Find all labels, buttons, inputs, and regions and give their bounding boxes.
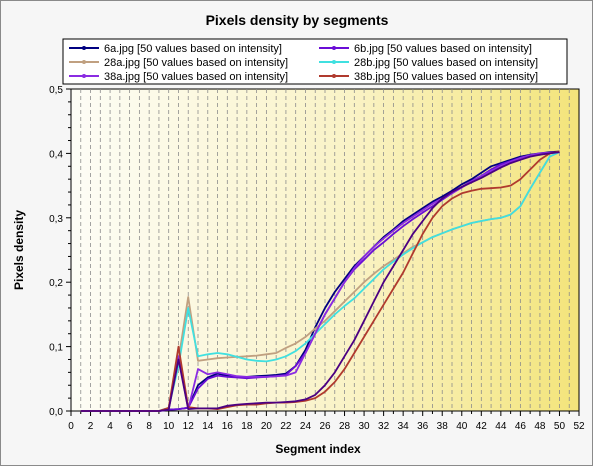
y-tick-label: 0,0 [49,407,63,418]
x-tick-label: 36 [417,421,429,432]
x-tick-label: 48 [534,421,546,432]
x-tick-label: 2 [88,421,94,432]
x-tick-label: 22 [280,421,292,432]
y-tick-label: 0,3 [49,214,63,225]
series-line-6 [80,151,560,412]
x-tick-label: 24 [300,421,312,432]
x-tick-label: 52 [573,421,585,432]
y-tick-label: 0,1 [49,343,63,354]
legend-label: 38b.jpg [50 values based on intensity] [354,71,538,83]
x-tick-label: 8 [146,421,152,432]
x-tick-label: 30 [359,421,371,432]
x-tick-label: 40 [456,421,468,432]
x-tick-label: 0 [68,421,74,432]
y-axis-label: Pixels density [12,210,26,290]
x-tick-label: 46 [515,421,527,432]
x-tick-label: 12 [183,421,195,432]
legend-label: 6a.jpg [50 values based on intensity] [104,43,282,55]
legend-box [62,38,568,85]
x-axis-label: Segment index [275,442,361,456]
x-tick-label: 16 [222,421,234,432]
legend: 6a.jpg [50 values based on intensity] 6b.… [62,38,568,85]
x-tick-label: 26 [319,421,331,432]
x-tick-label: 34 [398,421,410,432]
x-tick-label: 20 [261,421,273,432]
x-tick-label: 18 [241,421,253,432]
legend-marker [332,60,336,64]
x-tick-label: 38 [437,421,449,432]
x-tick-label: 42 [476,421,488,432]
x-tick-label: 28 [339,421,351,432]
series-group [80,150,560,412]
legend-label: 38a.jpg [50 values based on intensity] [104,71,288,83]
legend-marker [82,74,86,78]
x-tick-label: 10 [163,421,175,432]
x-tick-label: 32 [378,421,390,432]
legend-marker [332,74,336,78]
legend-marker [332,46,336,50]
x-tick-label: 4 [107,421,113,432]
x-tick-label: 50 [554,421,566,432]
y-tick-label: 0,4 [49,149,63,160]
legend-label: 6b.jpg [50 values based on intensity] [354,43,532,55]
legend-marker [82,60,86,64]
legend-label: 28a.jpg [50 values based on intensity] [104,57,288,69]
x-axis-ticks: 0 2 4 6 8 10 12 14 16 18 20 22 24 26 28 30 32 34 36 38 40 42 4… [68,411,585,432]
legend-marker [82,46,86,50]
x-tick-label: 14 [202,421,214,432]
y-axis-ticks: 0,0 0,1 0,2 0,3 0,4 0,5 [49,85,71,418]
x-tick-label: 44 [495,421,507,432]
x-tick-label: 6 [127,421,133,432]
y-tick-label: 0,5 [49,85,63,96]
chart-title: Pixels density by segments [206,12,389,28]
y-tick-label: 0,2 [49,278,63,289]
legend-label: 28b.jpg [50 values based on intensity] [354,57,538,69]
